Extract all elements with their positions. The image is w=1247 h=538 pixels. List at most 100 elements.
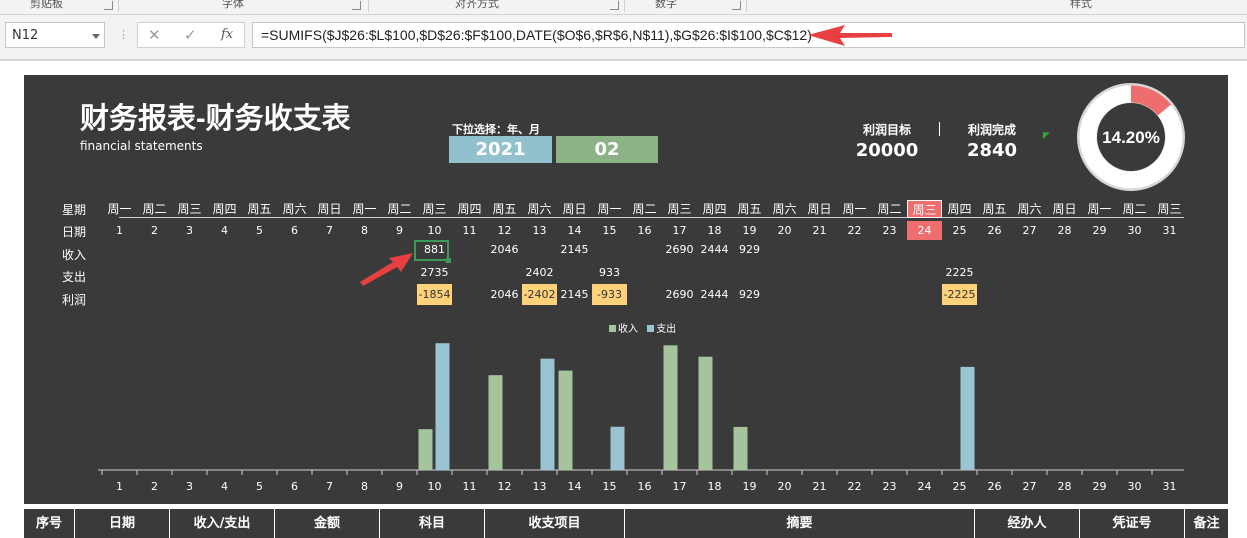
date-cell[interactable]: 20 (777, 224, 792, 237)
expense-cell[interactable]: 2735 (420, 266, 449, 279)
weekday-cell[interactable]: 周一 (107, 202, 132, 216)
profit-cell[interactable]: 2046 (490, 288, 519, 301)
profit-cell[interactable]: -1854 (417, 284, 452, 305)
number-launcher-icon[interactable] (732, 1, 741, 10)
weekday-cell[interactable]: 周日 (1052, 202, 1077, 216)
income-cell[interactable]: 2690 (665, 243, 694, 256)
date-cell[interactable]: 30 (1127, 224, 1142, 237)
date-cell[interactable]: 10 (427, 224, 442, 237)
date-cell[interactable]: 5 (256, 224, 263, 237)
profit-cell[interactable]: -2225 (942, 284, 977, 305)
weekday-cell[interactable]: 周三 (422, 202, 447, 216)
weekday-cell[interactable]: 周三 (177, 202, 202, 216)
insert-function-icon[interactable]: fx (221, 27, 234, 42)
weekday-cell[interactable]: 周四 (212, 202, 237, 216)
date-cell[interactable]: 15 (602, 224, 617, 237)
weekday-cell[interactable]: 周四 (702, 202, 727, 216)
profit-cell[interactable]: 2690 (665, 288, 694, 301)
date-cell[interactable]: 2 (151, 224, 158, 237)
date-cell[interactable]: 26 (987, 224, 1002, 237)
income-cell[interactable]: 929 (739, 243, 760, 256)
date-cell[interactable]: 16 (637, 224, 652, 237)
weekday-cell[interactable]: 周五 (247, 202, 272, 216)
weekday-cell[interactable]: 周六 (527, 202, 552, 216)
date-cell[interactable]: 12 (497, 224, 512, 237)
date-cell[interactable]: 21 (812, 224, 827, 237)
date-cell[interactable]: 8 (361, 224, 368, 237)
profit-cell[interactable]: 2145 (560, 288, 589, 301)
font-launcher-icon[interactable] (352, 1, 361, 10)
weekday-cell[interactable]: 周日 (317, 202, 342, 216)
income-cell[interactable]: 2444 (700, 243, 729, 256)
weekday-cell[interactable]: 周三 (1157, 202, 1182, 216)
cancel-icon[interactable]: ✕ (148, 26, 161, 44)
weekday-cell[interactable]: 周四 (457, 202, 482, 216)
month-select[interactable]: 02 (556, 136, 658, 163)
weekday-cell[interactable]: 周五 (737, 202, 762, 216)
date-cell[interactable]: 18 (707, 224, 722, 237)
clipboard-launcher-icon[interactable] (104, 1, 113, 10)
weekday-cell[interactable]: 周六 (282, 202, 307, 216)
date-cell[interactable]: 4 (221, 224, 228, 237)
table-header-cell[interactable]: 日期 (75, 509, 170, 538)
expense-cell[interactable]: 2402 (525, 266, 554, 279)
date-cell[interactable]: 11 (462, 224, 477, 237)
profit-cell[interactable]: -933 (592, 284, 627, 305)
date-cell[interactable]: 25 (952, 224, 967, 237)
weekday-cell[interactable]: 周五 (492, 202, 517, 216)
weekday-cell[interactable]: 周五 (982, 202, 1007, 216)
table-header-cell[interactable]: 摘要 (625, 509, 975, 538)
date-cell[interactable]: 19 (742, 224, 757, 237)
weekday-cell[interactable]: 周一 (842, 202, 867, 216)
date-cell[interactable]: 24 (907, 221, 942, 240)
profit-cell[interactable]: 2444 (700, 288, 729, 301)
date-cell[interactable]: 9 (396, 224, 403, 237)
table-header-cell[interactable]: 金额 (275, 509, 380, 538)
enter-icon[interactable]: ✓ (184, 26, 197, 44)
date-cell[interactable]: 22 (847, 224, 862, 237)
expense-cell[interactable]: 2225 (945, 266, 974, 279)
weekday-cell[interactable]: 周四 (947, 202, 972, 216)
date-cell[interactable]: 1 (116, 224, 123, 237)
date-cell[interactable]: 17 (672, 224, 687, 237)
weekday-cell[interactable]: 周一 (1087, 202, 1112, 216)
date-cell[interactable]: 31 (1162, 224, 1177, 237)
weekday-cell[interactable]: 周六 (772, 202, 797, 216)
alignment-launcher-icon[interactable] (610, 1, 619, 10)
income-cell[interactable]: 881 (424, 243, 445, 256)
weekday-cell[interactable]: 周二 (387, 202, 412, 216)
date-cell[interactable]: 29 (1092, 224, 1107, 237)
date-cell[interactable]: 6 (291, 224, 298, 237)
date-cell[interactable]: 27 (1022, 224, 1037, 237)
income-cell[interactable]: 2145 (560, 243, 589, 256)
table-header-cell[interactable]: 序号 (24, 509, 75, 538)
table-header-cell[interactable]: 科目 (380, 509, 485, 538)
table-header-cell[interactable]: 收支项目 (485, 509, 625, 538)
weekday-cell[interactable]: 周日 (562, 202, 587, 216)
date-cell[interactable]: 3 (186, 224, 193, 237)
weekday-cell[interactable]: 周二 (142, 202, 167, 216)
weekday-cell[interactable]: 周六 (1017, 202, 1042, 216)
profit-cell[interactable]: 929 (739, 288, 760, 301)
weekday-cell[interactable]: 周三 (667, 202, 692, 216)
formula-input[interactable]: =SUMIFS($J$26:$L$100,$D$26:$F$100,DATE($… (252, 22, 1245, 48)
weekday-cell[interactable]: 周三 (907, 200, 942, 218)
weekday-cell[interactable]: 周一 (597, 202, 622, 216)
name-box[interactable]: N12 (5, 22, 105, 48)
profit-cell[interactable]: -2402 (522, 284, 557, 305)
weekday-cell[interactable]: 周二 (632, 202, 657, 216)
table-header-cell[interactable]: 经办人 (975, 509, 1080, 538)
table-header-cell[interactable]: 收入/支出 (170, 509, 275, 538)
table-header-cell[interactable]: 凭证号 (1080, 509, 1185, 538)
date-cell[interactable]: 28 (1057, 224, 1072, 237)
selected-cell-outline[interactable] (414, 240, 451, 263)
weekday-cell[interactable]: 周二 (877, 202, 902, 216)
expense-cell[interactable]: 933 (599, 266, 620, 279)
year-select[interactable]: 2021 (449, 136, 552, 163)
income-cell[interactable]: 2046 (490, 243, 519, 256)
date-cell[interactable]: 13 (532, 224, 547, 237)
weekday-cell[interactable]: 周日 (807, 202, 832, 216)
table-header-cell[interactable]: 备注 (1193, 516, 1220, 531)
weekday-cell[interactable]: 周一 (352, 202, 377, 216)
date-cell[interactable]: 7 (326, 224, 333, 237)
